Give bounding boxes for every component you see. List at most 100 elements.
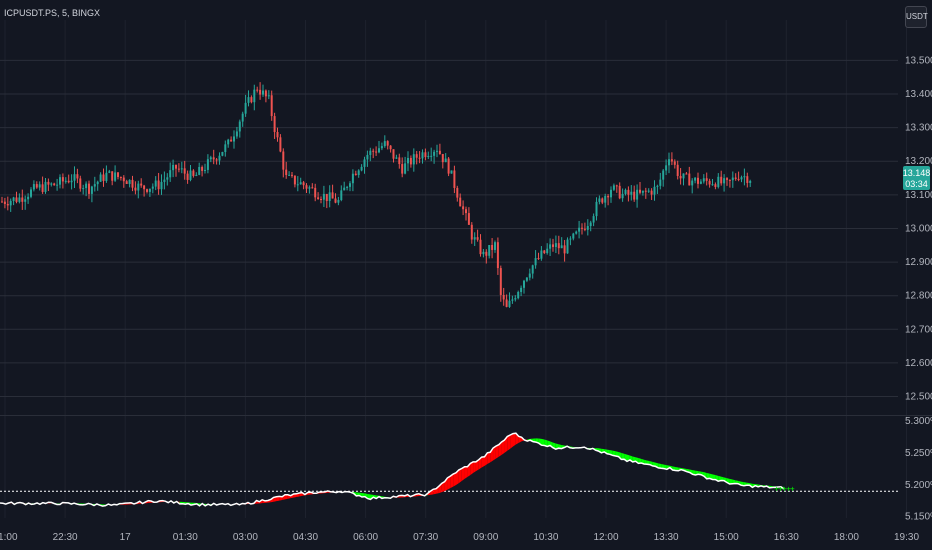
indicator-fill-segment	[441, 481, 445, 493]
candle-body	[119, 176, 122, 178]
candle-body	[531, 265, 534, 274]
candle-body	[566, 239, 569, 254]
candle-body	[560, 245, 563, 249]
candle-body	[444, 158, 447, 163]
candle-body	[543, 250, 546, 254]
price-axis[interactable]: 13.500 13.400 13.300 13.200 13.100 13.000 12.9…	[905, 55, 932, 402]
candle-body	[479, 239, 482, 255]
candle-body	[44, 181, 47, 192]
candle-body	[59, 177, 61, 185]
candle-body	[409, 157, 412, 165]
candle-body	[192, 170, 195, 176]
candle-body	[618, 185, 621, 199]
candle-body	[279, 137, 282, 152]
candle-body	[15, 197, 18, 202]
candle-body	[421, 152, 424, 159]
price-tick-label: 12.900	[905, 257, 932, 268]
candle-body	[189, 170, 192, 180]
candle-body	[212, 157, 215, 160]
candle-body	[578, 227, 581, 232]
candle-body	[528, 273, 531, 278]
indicator-tick-label: 5.250%	[905, 448, 932, 459]
candle-body	[117, 172, 119, 177]
currency-unit-button[interactable]: USDT	[905, 6, 928, 28]
candle-body	[320, 198, 322, 200]
candle-body	[299, 182, 302, 185]
candle-body	[317, 197, 320, 199]
candle-body	[636, 189, 639, 200]
candle-body	[3, 201, 6, 205]
candle-body	[151, 186, 154, 189]
indicator-fill-segment	[607, 449, 610, 455]
candle-body	[395, 157, 398, 159]
candle-body	[346, 186, 349, 188]
candle-body	[450, 170, 453, 174]
indicator-fill-segment	[718, 475, 722, 482]
candle-body	[462, 206, 465, 210]
candle-body	[699, 181, 702, 184]
candle-body	[331, 192, 334, 199]
candle-body	[334, 198, 337, 203]
indicator-marker: +	[790, 485, 795, 494]
price-candles	[1, 82, 752, 308]
candle-body	[572, 233, 575, 239]
indicator-fill-segment	[504, 436, 508, 453]
candle-body	[9, 200, 12, 206]
indicator-axis[interactable]: 5.300% 5.250% 5.200% 5.150%	[905, 416, 932, 523]
candle-body	[82, 188, 85, 190]
indicator-fill-segment	[475, 459, 479, 472]
candle-body	[639, 189, 641, 193]
candle-body	[627, 189, 630, 195]
grid-lines	[0, 20, 907, 518]
candle-body	[146, 189, 148, 192]
candle-body	[624, 189, 627, 194]
candle-body	[610, 189, 612, 198]
candle-body	[76, 174, 79, 179]
price-tick-label: 13.500	[905, 55, 932, 66]
indicator-fill-segment	[481, 456, 485, 468]
candle-body	[32, 184, 35, 190]
candle-body	[206, 159, 209, 170]
candle-body	[253, 89, 256, 103]
time-tick-label: 15:00	[714, 532, 739, 543]
candle-body	[24, 199, 27, 202]
candle-body	[436, 150, 438, 152]
indicator-fill-segment	[450, 474, 454, 489]
candle-body	[537, 258, 540, 260]
candle-body	[6, 204, 9, 206]
candle-body	[351, 173, 354, 184]
candle-body	[366, 154, 369, 160]
indicator-fill-segment	[612, 450, 616, 457]
candle-body	[337, 200, 340, 203]
candle-body	[575, 231, 578, 234]
candle-body	[221, 151, 224, 156]
indicator-fill-segment	[464, 466, 468, 479]
indicator-fill-segment	[732, 479, 736, 484]
candle-body	[154, 180, 157, 187]
candle-body	[378, 148, 380, 153]
indicator-fill-segment	[478, 457, 482, 470]
candle-body	[668, 159, 670, 166]
candle-body	[61, 177, 64, 182]
indicator-line	[0, 432, 785, 507]
time-axis[interactable]: 21:00 22:30 17 01:30 03:00 04:30 06:00 07:30 09:…	[0, 532, 919, 543]
indicator-fill-segment	[453, 472, 456, 487]
indicator-fill-segment	[675, 466, 679, 471]
candle-body	[644, 190, 647, 192]
candle-body	[726, 178, 728, 180]
candle-body	[67, 180, 70, 183]
candle-body	[499, 268, 502, 295]
candle-body	[308, 187, 311, 189]
candle-body	[505, 299, 508, 307]
candle-body	[496, 242, 499, 269]
time-tick-label: 04:30	[293, 532, 318, 543]
candle-body	[441, 154, 444, 163]
candle-body	[563, 245, 566, 254]
time-tick-label: 13:30	[654, 532, 679, 543]
candle-body	[238, 121, 241, 132]
candle-body	[148, 188, 151, 192]
price-tick-label: 13.100	[905, 190, 932, 201]
candle-body	[508, 300, 511, 307]
candle-body	[430, 155, 433, 157]
